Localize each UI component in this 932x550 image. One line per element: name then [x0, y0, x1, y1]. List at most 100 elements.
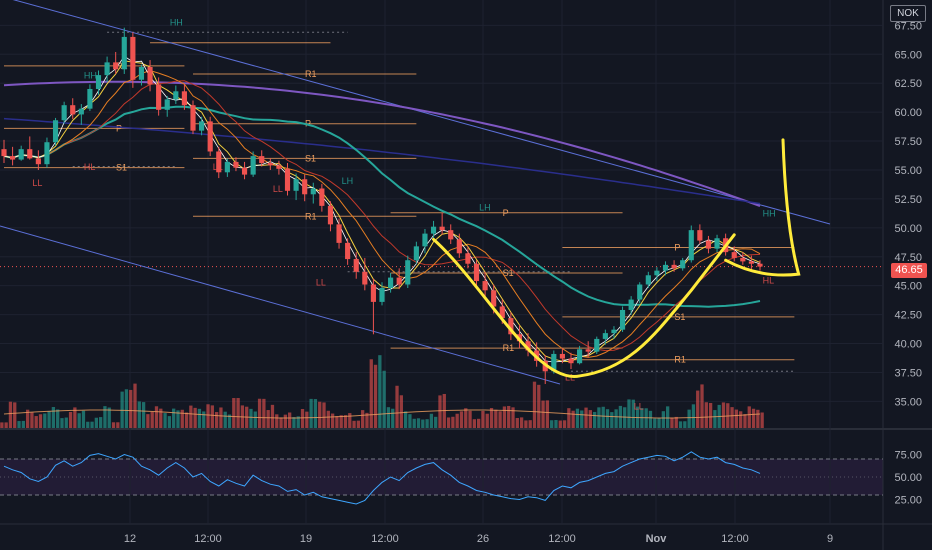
time-tick-label: 12:00	[548, 533, 576, 545]
candle-body	[138, 67, 145, 80]
volume-bar	[378, 355, 382, 428]
candle-body	[164, 99, 170, 110]
volume-bar	[0, 422, 4, 428]
volume-bar	[133, 383, 137, 428]
volume-bar	[627, 399, 631, 428]
volume-bar	[77, 413, 81, 428]
volume-bar	[219, 407, 223, 428]
volume-bar	[64, 417, 68, 428]
volume-bar	[567, 408, 571, 428]
volume-bar	[558, 420, 562, 428]
volume-bar	[575, 408, 580, 428]
volume-bar	[524, 420, 528, 428]
volume-bar	[451, 416, 455, 428]
swing-label: HH	[84, 71, 97, 81]
rsi-line	[3, 451, 761, 505]
volume-bar	[395, 385, 399, 428]
volume-bar	[592, 411, 597, 428]
volume-bar	[352, 420, 356, 428]
candle-body	[611, 329, 617, 334]
candle-body	[27, 149, 33, 159]
candle-body	[628, 299, 634, 310]
candle-body	[388, 277, 394, 288]
ma-red	[3, 80, 761, 352]
candle-body	[705, 240, 712, 249]
handle-breakout-curve	[724, 138, 801, 277]
volume-bar	[683, 421, 687, 428]
price-tick-label: 57.50	[894, 136, 922, 148]
ma-orange	[3, 69, 761, 358]
candle-body	[52, 120, 59, 143]
volume-bar	[528, 420, 532, 428]
volume-bar	[275, 414, 279, 428]
volume-bar	[326, 410, 330, 428]
volume-bar	[545, 400, 550, 428]
volume-bar	[189, 405, 193, 428]
time-axis: 12 12:00 19 12:00 26 12:00 Nov 12:00 9	[124, 533, 833, 545]
candle-body	[602, 333, 608, 339]
price-tick-label: 37.50	[894, 367, 922, 379]
volume-bar	[232, 398, 236, 428]
volume-bar	[206, 404, 210, 428]
volume-bar	[507, 405, 511, 428]
volume-bar	[610, 412, 614, 428]
volume-bar	[99, 417, 103, 428]
volume-bar	[537, 384, 541, 428]
volume-bar	[386, 407, 391, 428]
symbol-badge[interactable]: NOK	[890, 5, 926, 22]
volume-bar	[605, 409, 610, 428]
volume-bar	[210, 405, 214, 428]
volume-bar	[700, 384, 704, 428]
volume-bar	[309, 398, 313, 428]
pivot-label: S1	[674, 312, 685, 322]
volume-bar	[365, 412, 369, 428]
swing-label: HH	[170, 17, 183, 27]
volume-bar	[279, 417, 283, 428]
volume-bar	[193, 407, 197, 428]
volume-bar	[446, 417, 451, 428]
candle-body	[345, 242, 351, 260]
time-tick-label: 26	[477, 533, 489, 545]
swing-label: HH	[763, 208, 776, 218]
volume-bar	[429, 413, 434, 428]
volume-bar	[399, 395, 403, 428]
candle-body	[250, 156, 256, 175]
candle-body	[413, 246, 419, 261]
pivot-label: R1	[503, 343, 515, 353]
candle-body	[473, 263, 480, 282]
volume-bar	[180, 409, 184, 428]
candle-body	[293, 179, 299, 191]
cup-annotation	[432, 138, 801, 378]
volume-bar	[481, 410, 485, 428]
ma-navy	[3, 117, 761, 205]
volume-bar	[459, 411, 464, 428]
time-tick-label: 12	[124, 533, 136, 545]
candle-body	[740, 257, 746, 262]
volume-bar	[674, 416, 678, 428]
volume-bar	[43, 413, 47, 428]
volume-bar	[288, 412, 292, 428]
volume-bar	[150, 411, 154, 428]
price-axis: 67.50 65.00 62.50 60.00 57.50 55.00 52.50 50.00…	[894, 20, 922, 506]
volume-bar	[94, 417, 98, 428]
pivot-label: S1	[503, 268, 514, 278]
candle-body	[585, 349, 591, 352]
price-tick-label: 42.50	[894, 310, 922, 322]
volume-bar	[154, 406, 159, 428]
price-tick-label: 65.00	[894, 49, 922, 61]
volume-bar	[657, 417, 661, 428]
volume-bar	[382, 370, 386, 428]
pivot-label: P	[503, 208, 509, 218]
volume-bar	[270, 404, 275, 428]
candle-body	[310, 188, 316, 195]
volume-bar	[721, 402, 726, 428]
candle-body	[319, 188, 325, 206]
price-tick-label: 50.00	[894, 223, 922, 235]
rsi-tick-label: 50.00	[894, 472, 922, 484]
volume-bar	[249, 408, 253, 428]
volume-bar	[159, 408, 163, 428]
candle-body	[78, 108, 84, 115]
volume-bar	[283, 414, 287, 428]
volume-bar	[464, 408, 468, 428]
